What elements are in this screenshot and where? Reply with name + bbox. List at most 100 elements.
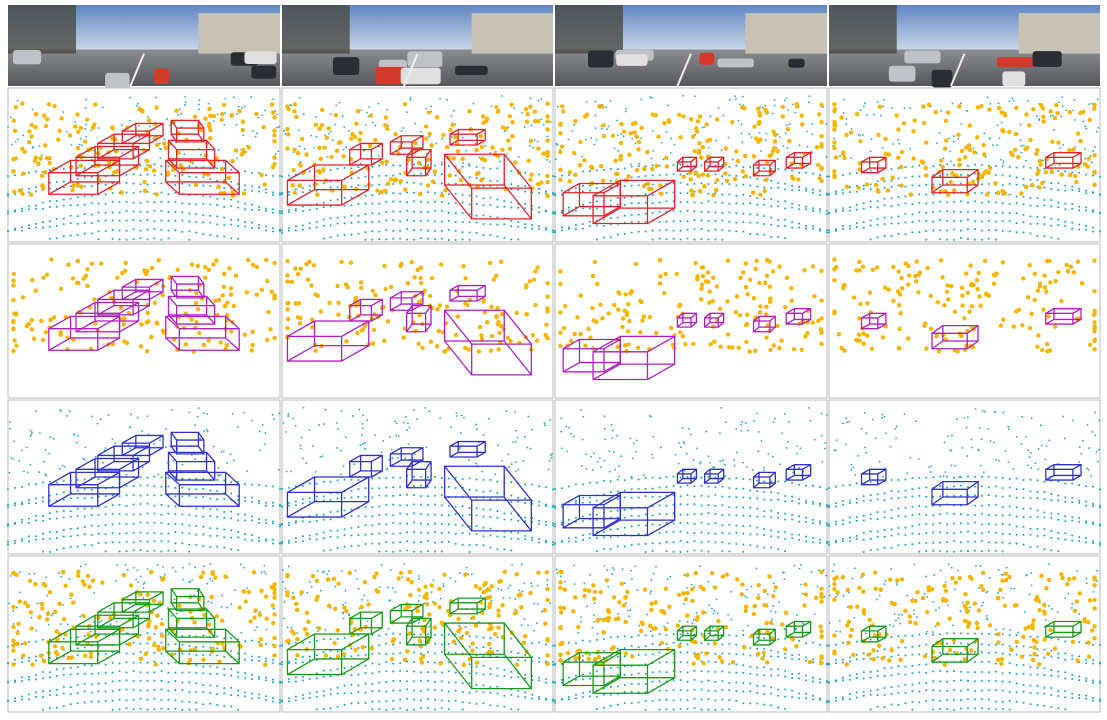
lidar-point [285,431,287,433]
lidar-point [265,188,268,191]
pseudo-point [145,348,150,354]
pseudo-point [743,173,749,179]
lidar-point [292,417,295,420]
lidar-point [237,206,240,209]
lidar-point [306,591,309,594]
pseudo-point [418,280,424,286]
pseudo-point [666,118,671,123]
car [699,52,715,65]
pseudo-point [707,300,712,305]
lidar-point [336,529,339,532]
pseudo-point [362,580,368,585]
lidar-point [46,594,49,597]
pseudo-point [306,619,311,625]
pseudo-point [11,638,16,643]
pseudo-point [489,304,494,309]
pseudo-point [289,279,294,285]
lidar-point [308,497,311,500]
pseudo-point [252,615,257,620]
lidar-point [294,676,297,679]
lidar-point [447,540,450,543]
pseudo-point [272,595,277,600]
lidar-point [728,532,731,535]
pseudo-point [740,105,745,110]
pseudo-point [193,300,199,306]
lidar-point [272,681,275,684]
lidar-point [630,514,633,517]
lidar-point [125,494,128,497]
lidar-point [496,535,499,538]
pseudo-point [51,315,57,320]
lidar-point [7,540,9,543]
lidar-point [440,550,443,553]
lidar-point [85,135,88,138]
lidar-point [468,238,471,241]
lidar-point [224,112,227,114]
lidar-point [707,495,710,498]
lidar-point [38,145,41,147]
lidar-point [69,234,72,237]
lidar-point [107,414,110,417]
pseudo-point [748,277,753,283]
lidar-point [83,646,86,649]
lidar-point [195,708,198,711]
pseudo-point [519,605,524,610]
lidar-point [350,647,353,650]
lidar-point [560,487,563,490]
pseudo-point [165,172,171,177]
pseudo-point [23,600,28,606]
lidar-point [538,679,541,682]
pseudo-point [426,110,431,115]
lidar-point [308,520,311,523]
lidar-point [475,423,477,426]
lidar-point [167,643,170,646]
pseudo-point [477,586,482,591]
lidar-point [138,125,140,127]
pseudo-point [467,656,472,662]
lidar-point [396,456,399,459]
lidar-point [528,144,531,147]
lidar-point [167,671,170,674]
lidar-point [82,457,85,460]
pseudo-point [123,260,128,266]
lidar-point [630,525,633,528]
lidar-point [826,524,828,527]
lidar-point [279,228,281,231]
lidar-point [315,519,318,522]
lidar-point [153,679,156,682]
lidar-point [287,680,290,683]
lidar-point [686,503,689,506]
lidar-point [538,500,541,503]
pseudo-point [119,190,124,195]
lidar-point [251,697,254,700]
lidar-point [308,184,311,187]
lidar-point [764,139,767,142]
pseudo-point [28,192,34,197]
lidar-point [700,164,703,167]
pseudo-point [297,321,303,326]
lidar-point [378,652,381,655]
pseudo-point [578,293,584,298]
lidar-point [476,428,478,431]
pseudo-point [479,177,484,183]
lidar-point [603,415,606,418]
bounding-box [449,440,486,458]
pseudo-point [379,189,384,195]
lidar-point [397,435,400,438]
lidar-point [496,167,499,170]
lidar-point [69,497,72,500]
lidar-point [83,167,86,170]
pseudo-point [17,599,22,604]
lidar-point [111,438,114,440]
lidar-point [181,689,184,692]
lidar-point [686,237,689,240]
lidar-point [322,651,325,654]
lidar-point [153,201,156,204]
lidar-point [234,589,236,592]
lidar-point [637,488,640,491]
lidar-point [62,673,65,676]
lidar-point [195,507,198,510]
lidar-point [651,174,654,177]
lidar-point [377,102,380,105]
lidar-point [650,157,653,160]
